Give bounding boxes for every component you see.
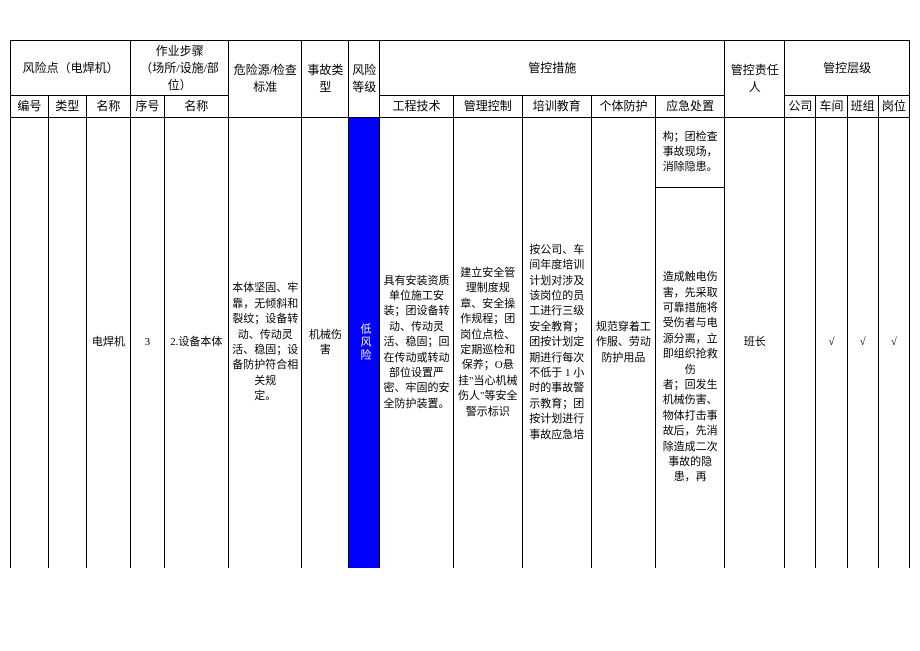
cell-workshop: √ — [816, 118, 847, 568]
cell-eng: 具有安装资质单位施工安装；团设备转动、传动灵活、稳固；回在传动或转动部位设置严密… — [380, 118, 453, 568]
risk-table: 风险点（电焊机） 作业步骤 （场所/设施/部位） 危险源/检查标准 事故类型 风… — [10, 40, 910, 568]
cell-emerg-prev: 构；团检查事故现场，消除隐患。 — [656, 118, 725, 188]
cell-ppe: 规范穿着工作服、劳动防护用品 — [591, 118, 656, 568]
hdr-seq: 序号 — [131, 96, 164, 118]
cell-id — [11, 118, 49, 568]
hdr-stepname: 名称 — [164, 96, 229, 118]
cell-name: 电焊机 — [86, 118, 131, 568]
cell-train: 按公司、车间年度培训计划对涉及该岗位的员工进行三级安全教育；团按计划定期进行每次… — [522, 118, 591, 568]
cell-post: √ — [878, 118, 909, 568]
hdr-ppe: 个体防护 — [591, 96, 656, 118]
hdr-accident: 事故类型 — [302, 41, 349, 118]
hdr-id: 编号 — [11, 96, 49, 118]
hdr-company: 公司 — [785, 96, 816, 118]
hdr-name: 名称 — [86, 96, 131, 118]
cell-company — [785, 118, 816, 568]
hdr-team: 班组 — [847, 96, 878, 118]
cell-responsible: 班长 — [725, 118, 785, 568]
hdr-riskpoint: 风险点（电焊机） — [11, 41, 131, 96]
cell-risklevel: 低风险 — [349, 118, 380, 568]
cell-mgmt: 建立安全管理制度规章、安全操作规程；团岗位点检、定期巡检和保养；O悬挂"当心机械… — [453, 118, 522, 568]
cell-team: √ — [847, 118, 878, 568]
cell-stepname: 2.设备本体 — [164, 118, 229, 568]
hdr-responsible: 管控责任人 — [725, 41, 785, 118]
cell-emerg: 造成触电伤害，先采取可靠措施将受伤者与电源分离，立即组织抢救伤 者；回发生机械伤… — [656, 188, 725, 568]
cell-hazard: 本体坚固、牢靠，无倾斜和裂纹；设备转动、传动灵活、稳固；设备防护符合相关规 定。 — [229, 118, 302, 568]
hdr-workshop: 车间 — [816, 96, 847, 118]
hdr-eng: 工程技术 — [380, 96, 453, 118]
hdr-post: 岗位 — [878, 96, 909, 118]
hdr-type: 类型 — [48, 96, 86, 118]
cell-accident: 机械伤害 — [302, 118, 349, 568]
hdr-measures: 管控措施 — [380, 41, 725, 96]
hdr-risklevel: 风险等级 — [349, 41, 380, 118]
hdr-hazard: 危险源/检查标准 — [229, 41, 302, 118]
hdr-mgmt: 管理控制 — [453, 96, 522, 118]
cell-type — [48, 118, 86, 568]
hdr-step: 作业步骤 （场所/设施/部位） — [131, 41, 229, 96]
hdr-level: 管控层级 — [785, 41, 910, 96]
hdr-emerg: 应急处置 — [656, 96, 725, 118]
cell-seq: 3 — [131, 118, 164, 568]
hdr-train: 培训教育 — [522, 96, 591, 118]
